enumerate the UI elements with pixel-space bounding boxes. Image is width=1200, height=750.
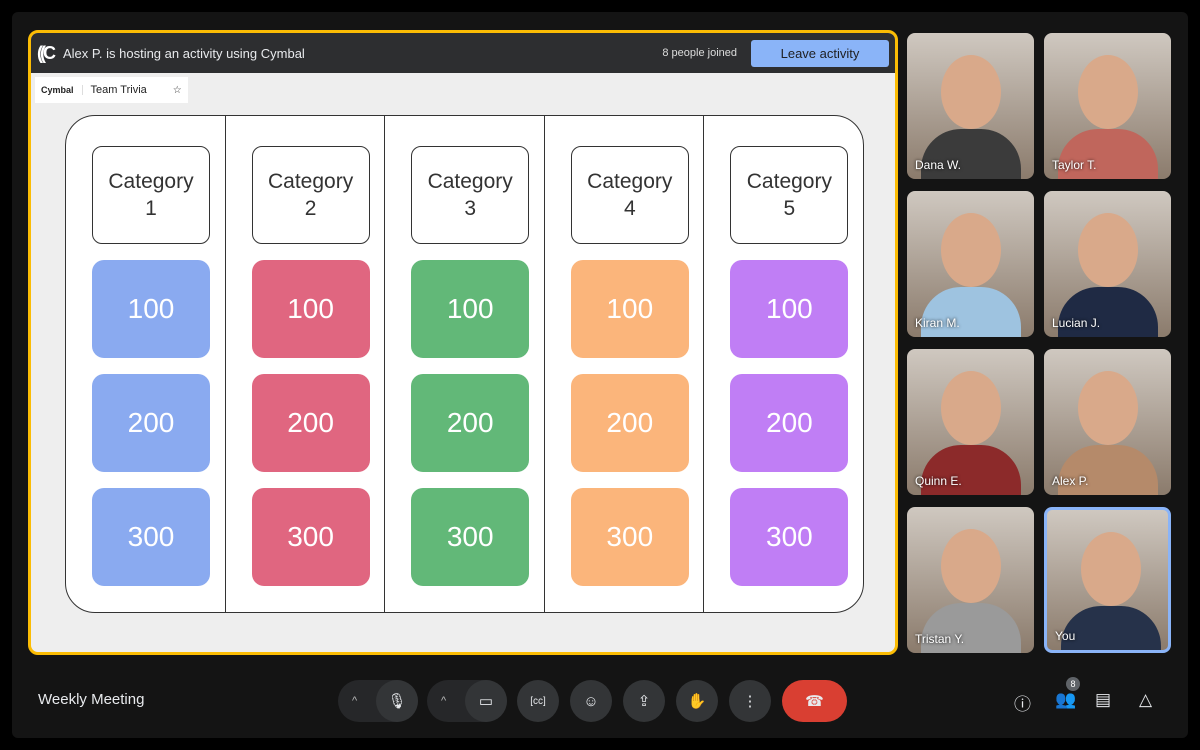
participant-body (921, 129, 1021, 179)
participant-name: Quinn E. (915, 474, 962, 488)
participant-video (1078, 213, 1138, 287)
raise-hand-button[interactable]: ✋ (676, 680, 718, 722)
question-tile[interactable]: 300 (411, 488, 530, 586)
question-tile[interactable]: 200 (251, 374, 370, 472)
participant-tile[interactable]: Kiran M. (907, 191, 1034, 337)
hand-icon: ✋ (687, 693, 707, 710)
participant-body (921, 603, 1021, 653)
question-tile[interactable]: 100 (92, 260, 210, 358)
participant-name: Alex P. (1052, 474, 1089, 488)
end-call-button[interactable]: ☎ (782, 680, 847, 722)
participant-body (1058, 287, 1158, 337)
participant-body (1061, 606, 1161, 650)
question-tile[interactable]: 200 (730, 374, 849, 472)
meeting-title: Weekly Meeting (38, 691, 145, 708)
leave-activity-button[interactable]: Leave activity (751, 39, 889, 67)
participant-tile[interactable]: Taylor T. (1044, 33, 1171, 179)
people-icon[interactable]: 👥 (1055, 690, 1077, 709)
category-column: Category 5 100 200 300 (704, 116, 863, 612)
trivia-board: Category 1 100 200 300 Category 2 100 200 300 Ca… (65, 115, 864, 613)
participant-tile[interactable]: Quinn E. (907, 349, 1034, 495)
question-tile[interactable]: 200 (570, 374, 689, 472)
present-icon: ⇪ (637, 693, 651, 710)
participant-video (941, 529, 1001, 603)
participant-name: Kiran M. (915, 316, 960, 330)
category-header: Category 1 (92, 146, 210, 244)
participant-body (921, 445, 1021, 495)
category-header: Category 3 (411, 146, 530, 244)
app-name: Team Trivia (90, 84, 147, 96)
participant-tile[interactable]: You (1044, 507, 1171, 653)
participant-tile[interactable]: Alex P. (1044, 349, 1171, 495)
present-button[interactable]: ⇪ (623, 680, 665, 722)
category-header: Category 4 (570, 146, 689, 244)
participant-body (1058, 445, 1158, 495)
question-tile[interactable]: 300 (92, 488, 210, 586)
question-tile[interactable]: 200 (411, 374, 530, 472)
chat-icon[interactable]: ▤ (1095, 690, 1112, 709)
participant-name: Dana W. (915, 158, 962, 172)
category-header: Category 5 (730, 146, 849, 244)
question-tile[interactable]: 100 (570, 260, 689, 358)
participant-name: Lucian J. (1052, 316, 1101, 330)
category-column: Category 3 100 200 300 (385, 116, 545, 612)
participant-video (941, 213, 1001, 287)
participant-video (1078, 55, 1138, 129)
participant-body (1058, 129, 1158, 179)
more-vert-icon: ⋮ (742, 693, 758, 710)
question-tile[interactable]: 100 (411, 260, 530, 358)
microphone-icon[interactable]: 🎙 (376, 680, 418, 722)
question-tile[interactable]: 300 (570, 488, 689, 586)
question-tile[interactable]: 100 (251, 260, 370, 358)
participant-tile[interactable]: Lucian J. (1044, 191, 1171, 337)
participant-tile[interactable]: Dana W. (907, 33, 1034, 179)
category-column: Category 4 100 200 300 (545, 116, 705, 612)
camera-icon[interactable]: ▭ (465, 680, 507, 722)
participant-name: Taylor T. (1052, 158, 1097, 172)
star-icon[interactable]: ☆ (172, 84, 182, 96)
mic-options-icon[interactable]: ^ (352, 695, 358, 707)
emoji-button[interactable]: ☺ (570, 680, 612, 722)
emoji-icon: ☺ (583, 692, 599, 710)
category-column: Category 1 100 200 300 (66, 116, 226, 612)
participant-name: You (1055, 629, 1076, 643)
activity-stage: ((C Alex P. is hosting an activity using… (28, 30, 898, 655)
category-column: Category 2 100 200 300 (226, 116, 386, 612)
captions-icon: [cc] (530, 695, 546, 707)
question-tile[interactable]: 100 (730, 260, 849, 358)
question-tile[interactable]: 200 (92, 374, 210, 472)
camera-options-icon[interactable]: ^ (441, 695, 447, 707)
more-options-button[interactable]: ⋮ (729, 680, 771, 722)
camera-control[interactable]: ^ ▭ (427, 680, 507, 722)
activity-header: ((C Alex P. is hosting an activity using… (31, 33, 895, 73)
participant-video (941, 371, 1001, 445)
app-tab: Cymbal Team Trivia ☆ (35, 77, 188, 103)
question-tile[interactable]: 300 (730, 488, 849, 586)
hang-up-icon: ☎ (805, 693, 824, 710)
mic-control[interactable]: ^ 🎙 (338, 680, 418, 722)
participant-video (1081, 532, 1141, 606)
app-brand: Cymbal (41, 85, 83, 95)
participant-video (941, 55, 1001, 129)
participant-tile[interactable]: Tristan Y. (907, 507, 1034, 653)
people-count-badge: 8 (1066, 677, 1080, 691)
host-text: Alex P. is hosting an activity using Cym… (63, 45, 305, 61)
question-tile[interactable]: 300 (251, 488, 370, 586)
participant-body (921, 287, 1021, 337)
activities-icon[interactable]: △ (1139, 690, 1153, 709)
info-icon[interactable]: ⓘ (1014, 695, 1031, 714)
captions-button[interactable]: [cc] (517, 680, 559, 722)
participant-name: Tristan Y. (915, 632, 965, 646)
participant-video (1078, 371, 1138, 445)
cymbal-logo-icon: ((C (37, 42, 56, 63)
joined-count: 8 people joined (662, 47, 737, 59)
category-header: Category 2 (251, 146, 370, 244)
